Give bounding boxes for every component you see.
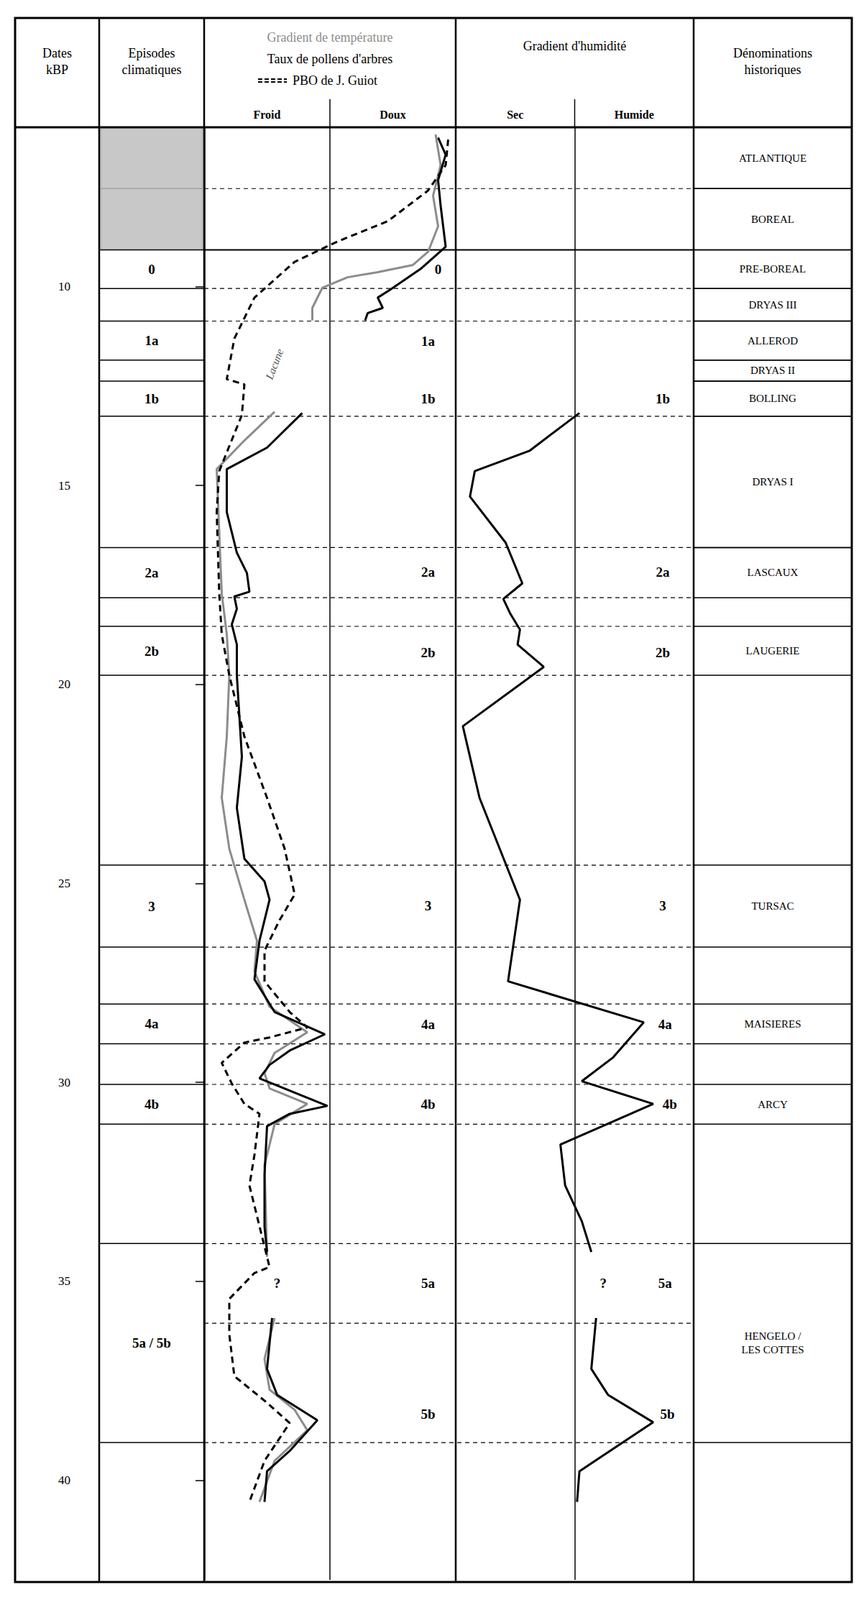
svg-text:5b: 5b (660, 1405, 675, 1422)
svg-text:1b: 1b (144, 391, 159, 407)
svg-text:25: 25 (58, 876, 71, 890)
svg-text:Humide: Humide (614, 108, 655, 121)
svg-text:4a: 4a (421, 1016, 436, 1032)
svg-text:LAUGERIE: LAUGERIE (746, 644, 801, 657)
svg-text:Dates: Dates (42, 46, 72, 61)
svg-text:30: 30 (58, 1075, 71, 1089)
svg-text:HENGELO /: HENGELO / (744, 1329, 803, 1342)
svg-text:5b: 5b (420, 1405, 435, 1422)
svg-text:TURSAC: TURSAC (751, 899, 794, 912)
svg-text:10: 10 (58, 279, 71, 294)
svg-text:?: ? (273, 1275, 282, 1291)
svg-text:ATLANTIQUE: ATLANTIQUE (738, 152, 807, 164)
svg-text:LASCAUX: LASCAUX (747, 566, 799, 578)
svg-text:BOREAL: BOREAL (751, 213, 795, 225)
svg-text:PRE-BOREAL: PRE-BOREAL (739, 263, 807, 275)
svg-text:kBP: kBP (46, 62, 69, 77)
svg-text:3: 3 (148, 898, 156, 914)
svg-text:DRYAS I: DRYAS I (751, 475, 793, 488)
svg-text:Dénominations: Dénominations (733, 46, 813, 61)
svg-text:2b: 2b (144, 643, 159, 659)
svg-text:35: 35 (58, 1273, 71, 1288)
svg-text:?: ? (599, 1275, 607, 1291)
svg-text:DRYAS II: DRYAS II (750, 364, 795, 376)
svg-text:DRYAS III: DRYAS III (748, 299, 797, 311)
svg-text:1a: 1a (145, 332, 160, 348)
svg-text:2b: 2b (655, 644, 670, 660)
svg-text:Doux: Doux (379, 108, 406, 121)
svg-text:4a: 4a (145, 1015, 160, 1031)
svg-text:40: 40 (58, 1472, 71, 1487)
svg-text:4b: 4b (144, 1096, 159, 1112)
svg-text:ARCY: ARCY (757, 1098, 788, 1110)
svg-text:Taux de pollens d'arbres: Taux de pollens d'arbres (267, 51, 393, 67)
svg-text:0: 0 (434, 261, 443, 277)
svg-text:3: 3 (424, 897, 432, 913)
svg-text:Lacune: Lacune (263, 347, 286, 382)
svg-text:Sec: Sec (506, 108, 524, 121)
svg-text:PBO de J. Guiot: PBO de J. Guiot (292, 73, 378, 88)
svg-text:1b: 1b (655, 391, 670, 407)
svg-text:0: 0 (148, 261, 156, 277)
svg-text:historiques: historiques (744, 62, 802, 77)
svg-text:2a: 2a (421, 564, 436, 580)
svg-text:4b: 4b (420, 1096, 435, 1112)
svg-text:2a: 2a (145, 564, 160, 581)
svg-text:5a: 5a (658, 1275, 673, 1291)
svg-text:5a: 5a (421, 1275, 436, 1291)
svg-text:20: 20 (58, 677, 71, 691)
svg-text:Gradient de température: Gradient de température (267, 30, 394, 45)
svg-text:15: 15 (58, 478, 71, 493)
svg-text:2a: 2a (655, 564, 670, 580)
svg-text:1b: 1b (420, 391, 435, 407)
svg-text:Gradient d'humidité: Gradient d'humidité (523, 38, 627, 54)
svg-text:MAISIERES: MAISIERES (743, 1017, 801, 1030)
svg-text:1a: 1a (421, 333, 436, 349)
svg-text:Episodes: Episodes (128, 46, 176, 61)
svg-text:4b: 4b (662, 1096, 678, 1112)
svg-text:LES COTTES: LES COTTES (741, 1343, 804, 1355)
svg-text:BOLLING: BOLLING (748, 392, 797, 404)
svg-text:ALLEROD: ALLEROD (747, 334, 798, 347)
svg-text:3: 3 (659, 897, 667, 913)
svg-text:Froid: Froid (253, 108, 282, 121)
svg-text:climatiques: climatiques (122, 62, 182, 77)
svg-text:4a: 4a (658, 1016, 673, 1032)
svg-text:2b: 2b (420, 644, 435, 660)
svg-text:5a / 5b: 5a / 5b (132, 1334, 172, 1350)
